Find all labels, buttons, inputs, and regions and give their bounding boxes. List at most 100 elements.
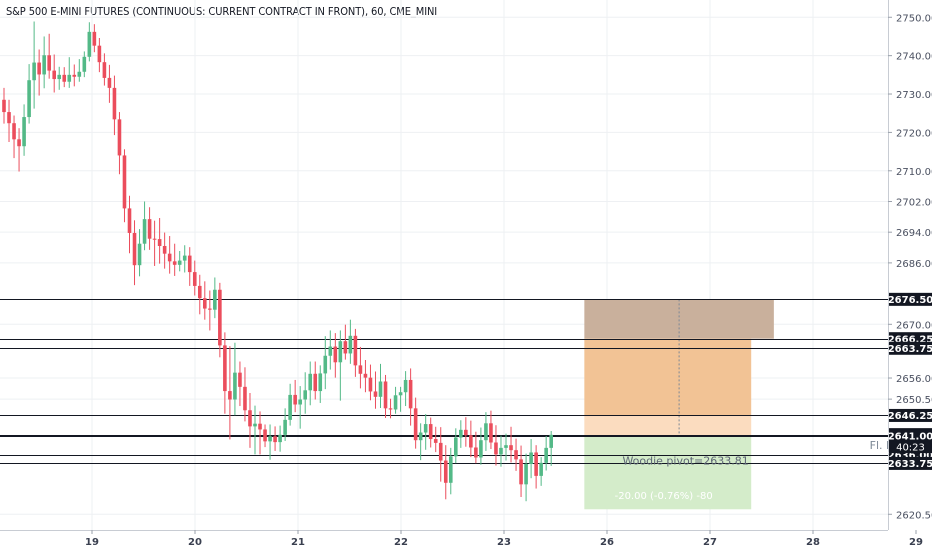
candle-body bbox=[17, 139, 21, 147]
candle-body bbox=[333, 346, 338, 363]
candle-body bbox=[388, 408, 393, 410]
price-tick-label: 2650.50 bbox=[896, 395, 932, 406]
candle-body bbox=[373, 391, 378, 397]
time-axis[interactable]: 19 20 21 22 23 26 27 28 29 bbox=[0, 530, 923, 548]
candle-body bbox=[318, 373, 323, 392]
candle-body bbox=[12, 123, 16, 140]
candle-body bbox=[293, 394, 297, 405]
candle-body bbox=[67, 74, 72, 82]
price-tick-label: 2702.00 bbox=[896, 197, 932, 208]
candle-body bbox=[238, 372, 242, 387]
candle-body bbox=[524, 463, 528, 485]
candle-body bbox=[433, 439, 438, 443]
candle-body bbox=[343, 341, 348, 354]
time-tick-label: 23 bbox=[497, 537, 511, 548]
candle-body bbox=[443, 460, 448, 483]
candle-body bbox=[102, 62, 107, 78]
candle-body bbox=[298, 399, 302, 405]
grid-layer bbox=[0, 0, 917, 530]
candle-body bbox=[152, 238, 157, 240]
candle-body bbox=[363, 373, 368, 378]
measure-label: -20.00 (-0.76%) -80 bbox=[615, 491, 713, 502]
candle-body bbox=[203, 298, 207, 309]
candle-body bbox=[539, 462, 543, 476]
horizontal-levels[interactable] bbox=[0, 299, 888, 464]
candle-body bbox=[112, 87, 117, 120]
time-tick-label: 21 bbox=[291, 537, 305, 548]
candle-body bbox=[288, 394, 292, 420]
candle-body bbox=[328, 346, 333, 356]
level-price-label: 2636.00 bbox=[888, 451, 932, 462]
time-tick-label: 27 bbox=[703, 537, 717, 548]
candle-body bbox=[504, 445, 508, 448]
candle-body bbox=[72, 74, 77, 77]
candle-body bbox=[383, 381, 388, 409]
chart-title: S&P 500 E-MINI FUTURES (CONTINUOUS: CURR… bbox=[6, 5, 438, 18]
candle-body bbox=[157, 239, 162, 247]
level-price-label: 2633.75 bbox=[888, 459, 932, 470]
candle-body bbox=[514, 450, 518, 460]
candle-body bbox=[47, 55, 51, 71]
candle-body bbox=[192, 272, 197, 286]
level-price-tag bbox=[889, 456, 932, 470]
candle-body bbox=[479, 440, 483, 458]
candle-body bbox=[448, 456, 453, 483]
price-tick-label: 2720.00 bbox=[896, 128, 932, 139]
candle-body bbox=[132, 232, 137, 266]
candle-body bbox=[464, 429, 468, 436]
candle-body bbox=[353, 335, 358, 366]
candle-body bbox=[398, 392, 403, 396]
candle-body bbox=[7, 112, 11, 124]
time-tick-label: 29 bbox=[909, 537, 923, 548]
candle-body bbox=[413, 408, 418, 441]
candle-body bbox=[268, 436, 272, 442]
price-tick-label: 2686.00 bbox=[896, 259, 932, 270]
candle-body bbox=[484, 423, 488, 441]
candle-body bbox=[197, 285, 202, 299]
candle-body bbox=[258, 423, 262, 430]
candle-body bbox=[182, 255, 187, 261]
stop-zone bbox=[584, 435, 752, 510]
time-tick-label: 22 bbox=[394, 537, 408, 548]
candle-body bbox=[273, 436, 277, 443]
candle-body bbox=[338, 341, 343, 363]
candle-body bbox=[107, 77, 112, 88]
candle-body bbox=[313, 373, 318, 392]
candle-body bbox=[534, 452, 538, 476]
price-tick-label: 2740.00 bbox=[896, 52, 932, 63]
candle-body bbox=[529, 452, 533, 464]
candle-body bbox=[147, 219, 152, 239]
candle-body bbox=[459, 429, 463, 438]
profit-zone-light bbox=[584, 415, 752, 436]
candle-body bbox=[162, 246, 167, 254]
level-price-label: 2663.75 bbox=[888, 344, 932, 355]
candle-body bbox=[519, 459, 523, 485]
candle-body bbox=[358, 365, 363, 374]
candle-body bbox=[263, 429, 267, 442]
candle-body bbox=[469, 435, 473, 448]
price-tick-label: 2694.00 bbox=[896, 228, 932, 239]
price-axis[interactable]: 2750.00 2740.00 2730.00 2720.00 2710.00 2702.… bbox=[888, 0, 932, 550]
candle-body bbox=[52, 70, 56, 80]
candle-body bbox=[32, 62, 36, 81]
candle-body bbox=[167, 253, 172, 262]
profit-zone bbox=[584, 338, 752, 416]
candle-body bbox=[438, 442, 443, 461]
candle-body bbox=[42, 55, 46, 75]
candle-body bbox=[403, 379, 408, 393]
candle-body bbox=[208, 308, 212, 310]
candle-body bbox=[509, 445, 513, 451]
candle-body bbox=[37, 62, 41, 75]
candle-body bbox=[57, 74, 62, 80]
candle-body bbox=[127, 208, 132, 233]
candle-body bbox=[218, 289, 222, 346]
candle-body bbox=[77, 71, 82, 77]
price-tick-label: 2750.00 bbox=[896, 13, 932, 24]
woodie-pivot-label: Woodie pivot=2633.81 bbox=[622, 454, 748, 467]
candle-body bbox=[428, 424, 433, 440]
candle-body bbox=[137, 243, 142, 266]
candle-body bbox=[418, 432, 423, 441]
candle-body bbox=[172, 261, 177, 265]
candle-body bbox=[378, 381, 383, 397]
